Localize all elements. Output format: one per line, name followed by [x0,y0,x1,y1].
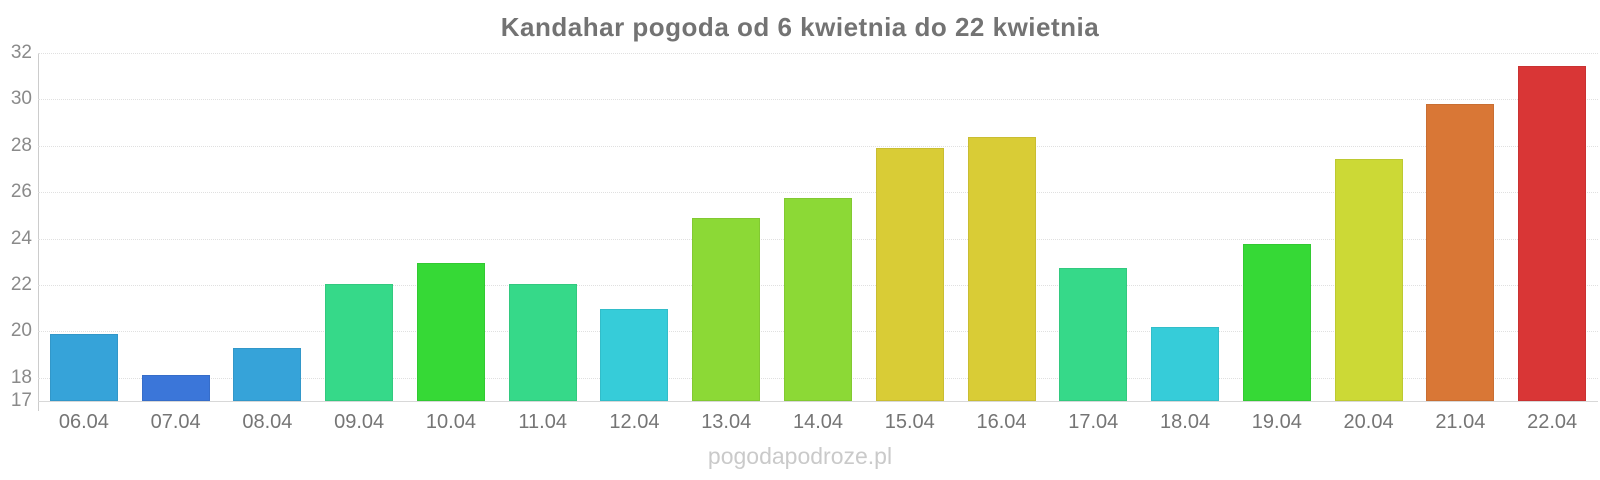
bar-06.04 [49,333,118,401]
y-axis-tick-24: 24 [10,227,32,249]
x-axis-label-08.04: 08.04 [242,411,293,433]
bar-18.04 [1151,326,1220,401]
x-axis-label-14.04: 14.04 [792,411,844,433]
gridline-32 [38,53,1598,54]
x-axis-label-12.04: 12.04 [609,411,660,433]
x-axis-label-19.04: 19.04 [1251,411,1302,433]
y-axis-tick-18: 18 [10,366,32,388]
x-axis-label-11.04: 11.04 [518,411,567,433]
bar-15.04 [875,148,944,401]
bar-19.04 [1242,244,1311,401]
x-axis-label-15.04: 15.04 [884,411,935,433]
x-axis-label-06.04: 06.04 [58,411,109,433]
x-axis-label-22.04: 22.04 [1527,411,1578,433]
bar-09.04 [325,283,394,401]
x-axis-label-17.04: 17.04 [1068,411,1119,433]
bar-13.04 [692,217,761,401]
plot-area: 17 18 20 22 24 26 28 30 32 06.04 07.04 08.04 09.04 10… [11,42,1598,433]
bar-11.04 [508,283,577,401]
bar-10.04 [416,262,485,401]
gridline-17 [38,401,1598,402]
y-axis-tick-20: 20 [10,320,32,342]
x-axis-label-07.04: 07.04 [150,411,201,433]
watermark: pogodapodroze.pl [707,443,893,469]
gridline-30 [38,99,1598,101]
bar-21.04 [1426,104,1495,401]
x-axis-label-21.04: 21.04 [1435,411,1486,433]
gridline-28 [38,145,1598,147]
x-axis-label-10.04: 10.04 [425,411,476,433]
x-axis-label-18.04: 18.04 [1160,411,1211,433]
bar-22.04 [1518,65,1587,401]
bar-07.04 [141,375,210,401]
bar-17.04 [1059,267,1128,401]
x-axis-label-13.04: 13.04 [701,411,752,433]
y-axis-tick-22: 22 [10,274,32,295]
y-axis-tick-28: 28 [10,134,32,156]
bar-08.04 [233,347,302,401]
y-axis-tick-32: 32 [10,42,32,63]
x-axis-label-09.04: 09.04 [334,411,385,433]
x-axis-label-16.04: 16.04 [976,411,1027,433]
bar-20.04 [1334,158,1403,401]
bar-16.04 [967,136,1036,401]
y-axis-line [38,53,39,411]
bar-12.04 [600,309,669,401]
gridline-26 [38,192,1598,194]
y-axis-tick-26: 26 [10,181,32,203]
x-axis-label-20.04: 20.04 [1343,411,1394,433]
y-axis-tick-30: 30 [10,88,32,110]
bar-14.04 [784,198,852,401]
chart-title: Kandahar pogoda od 6 kwietnia do 22 kwie… [500,12,1100,42]
y-axis-tick-17: 17 [10,390,32,411]
